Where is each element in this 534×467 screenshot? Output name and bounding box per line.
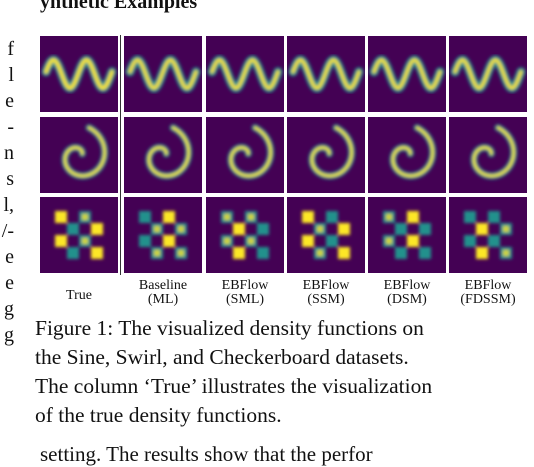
fragment: /- <box>1 220 14 242</box>
column-label-line: (ML) <box>147 292 179 307</box>
fragment: e <box>5 272 14 294</box>
column-label: EBFlow (FDSSM) <box>448 279 528 307</box>
column-label-line: EBFlow <box>302 278 350 293</box>
swirl-density-tile <box>206 117 284 193</box>
column-label: EBFlow (SSM) <box>286 279 366 307</box>
fragment: l, <box>3 194 14 216</box>
fragment: g <box>4 324 14 346</box>
fragment: n <box>4 142 14 164</box>
column-label-line: (SML) <box>225 292 265 307</box>
fragment: f <box>7 38 14 60</box>
swirl-density-tile <box>449 117 527 193</box>
checkerboard-density-tile <box>206 197 284 273</box>
fragment: e <box>5 246 14 268</box>
column-label: EBFlow (DSM) <box>367 279 447 307</box>
column-label-line: EBFlow <box>221 278 269 293</box>
column-label-line: Baseline <box>138 278 188 293</box>
checkerboard-density-tile <box>124 197 202 273</box>
column-label-line: (FDSSM) <box>460 292 516 307</box>
column-label-line: (DSM) <box>387 292 427 307</box>
column-divider <box>120 35 121 275</box>
fragment: e <box>5 90 14 112</box>
swirl-density-tile <box>368 117 446 193</box>
sine-density-tile <box>206 36 284 112</box>
column-label-line: EBFlow <box>464 278 512 293</box>
checkerboard-density-tile <box>40 197 118 273</box>
sine-density-tile <box>124 36 202 112</box>
swirl-density-tile <box>40 117 118 193</box>
fragment: g <box>4 298 14 320</box>
column-label: True <box>66 288 92 303</box>
column-label-line: (SSM) <box>307 292 345 307</box>
swirl-density-tile <box>287 117 365 193</box>
column-label: EBFlow (SML) <box>205 279 285 307</box>
sine-density-tile <box>40 36 118 112</box>
sine-density-tile <box>287 36 365 112</box>
figure-caption: Figure 1: The visualized density functio… <box>35 316 433 427</box>
checkerboard-density-tile <box>287 197 365 273</box>
sine-density-tile <box>449 36 527 112</box>
checkerboard-density-tile <box>368 197 446 273</box>
column-label-line: EBFlow <box>383 278 431 293</box>
checkerboard-density-tile <box>449 197 527 273</box>
sine-density-tile <box>368 36 446 112</box>
fragment: s <box>6 168 14 190</box>
swirl-density-tile <box>124 117 202 193</box>
fragment: l <box>8 64 14 86</box>
fragment: - <box>7 116 14 138</box>
column-label: Baseline (ML) <box>123 279 203 307</box>
body-text: setting. The results show that the perfo… <box>40 442 373 466</box>
section-heading: ynthetic Examples <box>40 0 198 13</box>
left-column-fragments: f l e - n s l, /- e e g g <box>0 36 14 348</box>
